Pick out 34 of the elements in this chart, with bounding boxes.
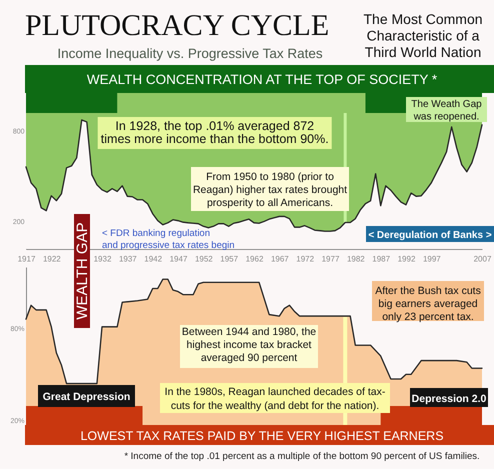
x-tick-label: 1932 bbox=[94, 254, 112, 264]
x-tick-label: 1967 bbox=[270, 254, 290, 264]
annotation: The Weath Gap was reopened. bbox=[411, 99, 482, 122]
x-tick-label: 1982 bbox=[346, 254, 366, 264]
x-tick-label: 1947 bbox=[170, 254, 188, 264]
x-tick-label: 1942 bbox=[144, 254, 163, 264]
annotation: From 1950 to 1980 (prior to Reagan) higher tax rates brought prosperity to all Americans. bbox=[192, 171, 348, 209]
x-tick-label: 1952 bbox=[194, 254, 214, 264]
annotation: < Deregulation of Banks > bbox=[368, 230, 492, 241]
x-tick-label: 1972 bbox=[296, 254, 315, 264]
annotation: In 1928, the top .01% averaged 872 times more income than the bottom 90%. bbox=[100, 118, 329, 146]
annotation: < FDR banking regulation and progressive tax rates begin bbox=[102, 228, 235, 251]
x-tick-label: 1992 bbox=[398, 254, 416, 264]
x-tick-label: 1922 bbox=[42, 254, 62, 264]
x-tick-label: 1962 bbox=[246, 254, 264, 264]
chart-title: WEALTH CONCENTRATION AT THE TOP OF SOCIETY * bbox=[86, 72, 438, 87]
annotation: WEALTH GAP bbox=[74, 222, 91, 320]
annotation: Great Depression bbox=[42, 391, 130, 403]
text: LOWEST TAX RATES PAID BY THE VERY HIGHEST EARNERS bbox=[80, 429, 444, 443]
text: The Most Common Characteristic of a Third World Nation bbox=[363, 11, 483, 60]
x-tick-label: 1977 bbox=[322, 254, 340, 264]
x-tick-label: 1917 bbox=[18, 254, 36, 264]
annotation: In the 1980s, Reagan launched decades of tax-cuts for the wealthy (and debt for the nation). bbox=[164, 386, 386, 412]
annotation: After the Bush tax cuts big earners averaged only 23 percent tax. bbox=[375, 285, 481, 323]
x-tick-label: 1957 bbox=[220, 254, 239, 264]
x-tick-label: 1937 bbox=[118, 254, 138, 264]
text: * Income of the top .01 percent as a multiple of the bottom 90 percent of US families. bbox=[124, 451, 480, 462]
x-tick-label: 1997 bbox=[422, 254, 442, 264]
text: PLUTOCRACY CYCLE bbox=[25, 9, 330, 42]
x-tick-label: 1987 bbox=[372, 254, 391, 264]
annotation: Depression 2.0 bbox=[412, 393, 487, 405]
text: Income Inequality vs. Progressive Tax Rates bbox=[57, 46, 323, 61]
annotation: Between 1944 and 1980, the highest income tax bracket averaged 90 percent bbox=[182, 326, 316, 364]
x-tick-label: 2007 bbox=[474, 254, 492, 264]
